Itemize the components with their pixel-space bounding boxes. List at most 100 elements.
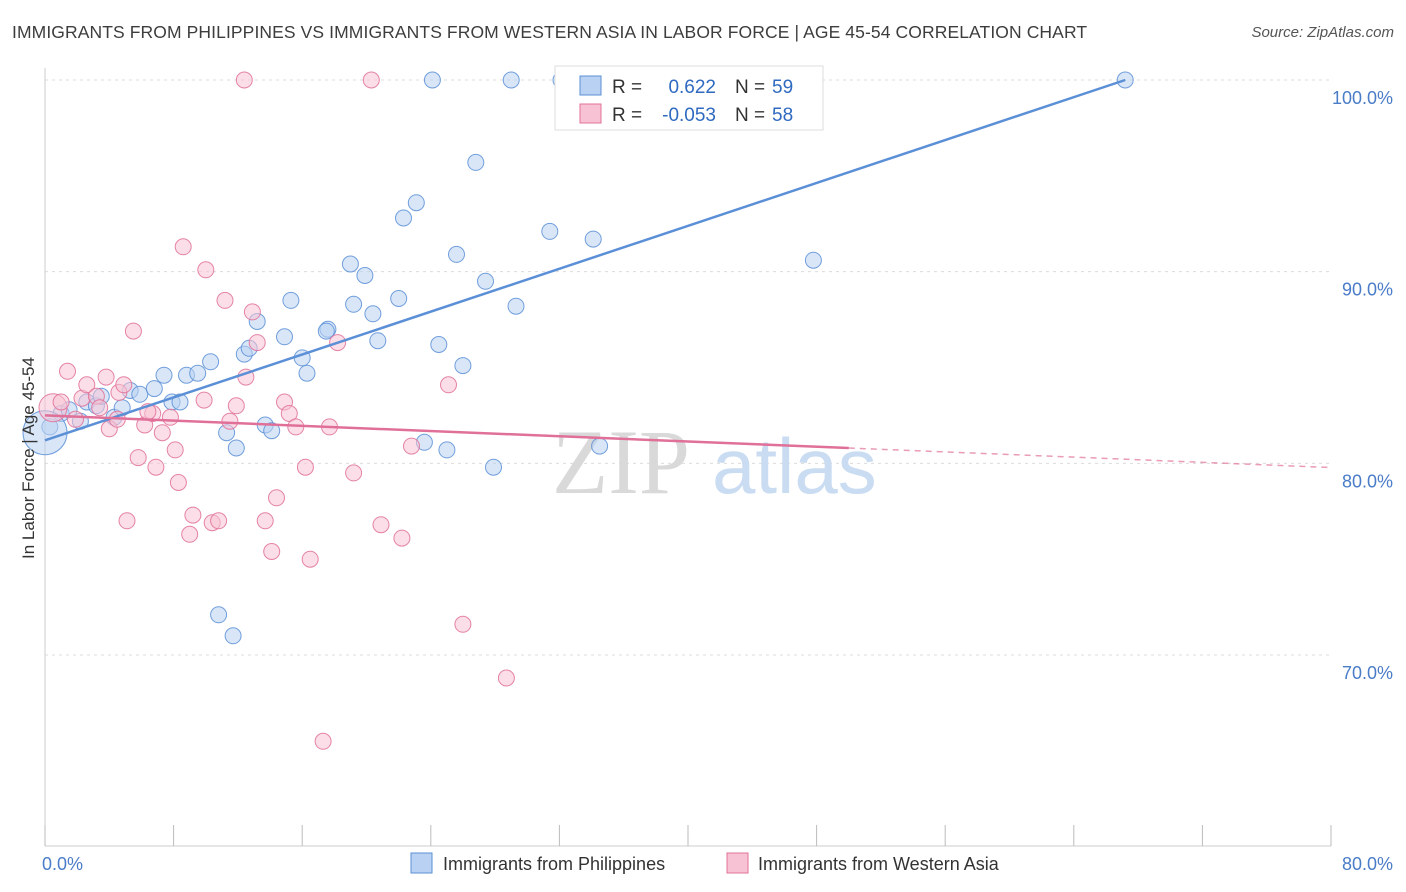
y-tick-label-0: 70.0% xyxy=(1342,663,1393,683)
point-western-asia-1 xyxy=(52,393,70,411)
bottom-legend-label-western-asia: Immigrants from Western Asia xyxy=(758,854,1000,874)
point-western-asia-13 xyxy=(124,322,142,340)
point-western-asia-41 xyxy=(296,458,314,476)
point-philippines-27 xyxy=(276,328,293,346)
tick-labels: 70.0% 80.0% 90.0% 100.0% 0.0% 80.0% xyxy=(42,88,1393,874)
point-western-asia-36 xyxy=(263,543,281,560)
bottom-legend-swatch-philippines xyxy=(410,852,433,874)
point-western-asia-24 xyxy=(184,506,202,524)
point-philippines-26 xyxy=(263,422,281,440)
point-western-asia-22 xyxy=(174,238,192,256)
point-western-asia-12 xyxy=(118,512,136,530)
x-tick-label-1: 80.0% xyxy=(1342,854,1393,874)
point-western-asia-31 xyxy=(235,71,253,89)
point-philippines-55 xyxy=(591,437,609,455)
point-western-asia-51 xyxy=(440,376,457,394)
point-western-asia-46 xyxy=(345,464,363,482)
point-western-asia-27 xyxy=(210,512,228,530)
point-western-asia-30 xyxy=(227,397,245,415)
point-western-asia-47 xyxy=(362,71,380,89)
watermark: ZIP atlas xyxy=(552,411,877,513)
point-western-asia-2 xyxy=(59,362,76,380)
point-philippines-38 xyxy=(390,290,408,307)
legend-n-label-1: N = xyxy=(735,77,765,98)
point-philippines-44 xyxy=(438,441,456,459)
axes xyxy=(44,68,1332,847)
point-philippines-10 xyxy=(131,385,149,403)
chart-source: Source: ZipAtlas.com xyxy=(1251,24,1394,41)
point-philippines-34 xyxy=(345,295,363,313)
point-western-asia-7 xyxy=(91,399,109,417)
point-western-asia-43 xyxy=(314,732,332,750)
point-western-asia-21 xyxy=(169,474,187,491)
point-western-asia-37 xyxy=(268,489,285,507)
point-philippines-52 xyxy=(541,222,559,240)
y-tick-label-2: 90.0% xyxy=(1342,280,1393,300)
point-philippines-16 xyxy=(189,364,207,382)
point-philippines-32 xyxy=(317,322,335,340)
point-philippines-12 xyxy=(155,366,173,384)
watermark-atlas: atlas xyxy=(712,422,877,510)
point-western-asia-53 xyxy=(497,669,515,687)
y-tick-label-1: 80.0% xyxy=(1342,471,1393,491)
point-western-asia-18 xyxy=(153,424,171,442)
point-western-asia-35 xyxy=(256,512,274,530)
point-philippines-17 xyxy=(202,353,220,371)
point-philippines-45 xyxy=(448,245,465,263)
point-philippines-19 xyxy=(224,627,242,645)
point-western-asia-33 xyxy=(243,303,261,321)
point-philippines-46 xyxy=(454,357,472,375)
point-western-asia-8 xyxy=(97,368,115,386)
point-philippines-54 xyxy=(584,230,602,248)
point-philippines-47 xyxy=(467,153,485,171)
point-western-asia-34 xyxy=(248,334,266,352)
y-axis-label: In Labor Force | Age 45-54 xyxy=(19,357,38,559)
point-western-asia-11 xyxy=(115,376,133,394)
point-philippines-48 xyxy=(477,272,494,290)
point-philippines-35 xyxy=(356,267,374,284)
point-western-asia-49 xyxy=(393,529,411,547)
point-philippines-40 xyxy=(407,194,425,212)
legend: R = 0.622 N = 59 R = -0.053 N = 58 xyxy=(554,65,824,131)
trend-line-western-asia xyxy=(44,414,849,450)
point-western-asia-29 xyxy=(221,412,239,430)
bottom-legend-swatch-western-asia xyxy=(726,852,749,874)
legend-swatch-blue xyxy=(579,75,602,96)
point-western-asia-42 xyxy=(301,550,319,568)
point-western-asia-56 xyxy=(195,391,213,409)
legend-r-label-1: R = xyxy=(612,77,642,98)
y-tick-label-3: 100.0% xyxy=(1332,88,1393,108)
point-philippines-21 xyxy=(227,439,245,457)
point-philippines-36 xyxy=(364,305,382,323)
point-philippines-18 xyxy=(210,606,228,624)
legend-n-label-2: N = xyxy=(735,105,765,126)
point-philippines-43 xyxy=(430,336,448,353)
point-western-asia-28 xyxy=(216,291,234,309)
point-western-asia-3 xyxy=(67,410,84,428)
legend-r-value-2: -0.053 xyxy=(662,105,716,126)
legend-swatch-pink xyxy=(579,103,602,124)
x-tick-label-0: 0.0% xyxy=(42,854,83,874)
legend-n-value-1: 59 xyxy=(772,77,793,98)
trend-line-philippines xyxy=(44,78,1126,442)
legend-n-value-2: 58 xyxy=(772,105,793,126)
point-western-asia-17 xyxy=(147,458,165,476)
point-philippines-37 xyxy=(369,332,387,350)
point-philippines-42 xyxy=(423,71,441,89)
point-philippines-50 xyxy=(502,71,520,89)
point-western-asia-19 xyxy=(161,408,179,426)
point-western-asia-25 xyxy=(197,261,215,279)
point-philippines-39 xyxy=(395,209,412,227)
point-philippines-11 xyxy=(145,380,163,398)
point-philippines-33 xyxy=(341,255,359,273)
point-western-asia-48 xyxy=(372,516,390,534)
point-philippines-51 xyxy=(507,297,525,315)
watermark-zip: ZIP xyxy=(552,411,690,513)
point-philippines-30 xyxy=(298,364,316,382)
legend-r-label-2: R = xyxy=(612,105,642,126)
trend-lines xyxy=(44,78,1332,469)
bottom-legend-label-philippines: Immigrants from Philippines xyxy=(443,854,665,874)
legend-r-value-1: 0.622 xyxy=(668,77,716,98)
point-philippines-49 xyxy=(485,458,502,476)
